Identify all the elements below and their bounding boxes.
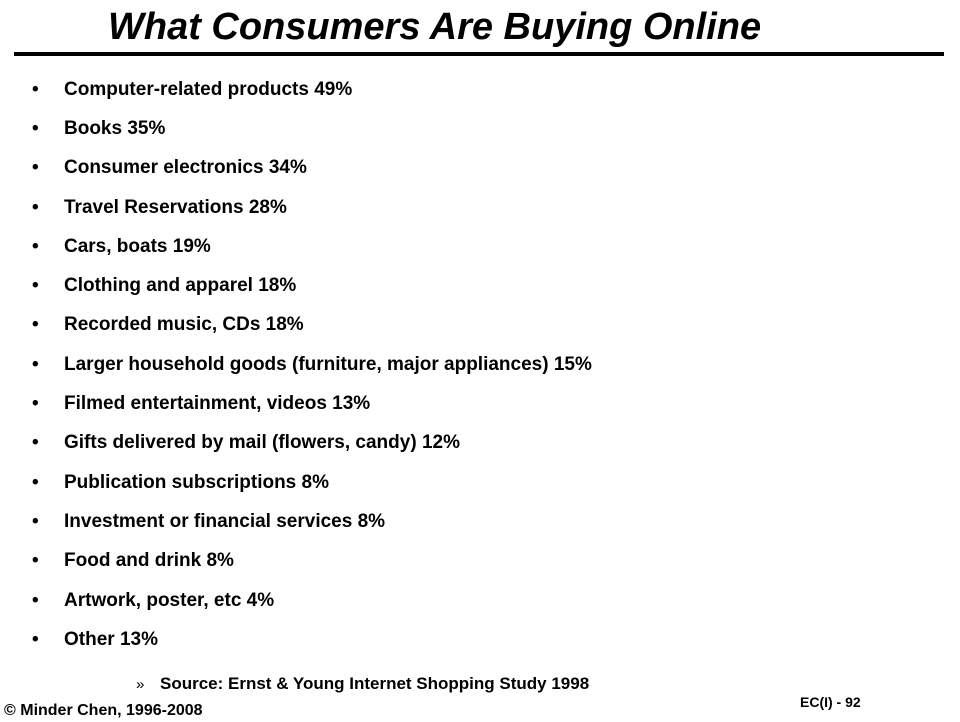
list-item-text: Gifts delivered by mail (flowers, candy)…	[64, 432, 460, 454]
bullet-icon: •	[32, 314, 39, 336]
source-text: Source: Ernst & Young Internet Shopping …	[160, 674, 590, 693]
list-item-text: Books 35%	[64, 117, 166, 139]
list-item-text: Other 13%	[64, 628, 158, 650]
list-item-text: Filmed entertainment, videos 13%	[64, 393, 371, 415]
list-item-text: Recorded music, CDs 18%	[64, 314, 304, 336]
bullet-icon: •	[32, 550, 39, 572]
list-item-text: Investment or financial services 8%	[64, 510, 386, 532]
bullet-icon: •	[32, 78, 39, 100]
bullet-icon: •	[32, 432, 39, 454]
bullet-icon: •	[32, 275, 39, 297]
bullet-icon: •	[32, 589, 39, 611]
source-citation: » Source: Ernst & Young Internet Shopping…	[136, 672, 589, 697]
bullet-icon: •	[32, 235, 39, 257]
list-item-text: Publication subscriptions 8%	[64, 471, 329, 493]
title-divider	[14, 52, 944, 56]
bullet-icon: •	[32, 471, 39, 493]
list-item-text: Computer-related products 49%	[64, 78, 353, 100]
list-item-text: Travel Reservations 28%	[64, 196, 287, 218]
list-item-text: Larger household goods (furniture, major…	[64, 353, 592, 375]
bullet-icon: •	[32, 353, 39, 375]
copyright-notice: © Minder Chen, 1996-2008	[4, 702, 203, 719]
bullet-icon: •	[32, 196, 39, 218]
slide-number: EC(I) - 92	[800, 694, 861, 710]
bullet-icon: •	[32, 157, 39, 179]
list-item-text: Clothing and apparel 18%	[64, 275, 297, 297]
bullet-icon: •	[32, 628, 39, 650]
list-item-text: Artwork, poster, etc 4%	[64, 589, 275, 611]
list-item-text: Cars, boats 19%	[64, 235, 211, 257]
bullet-icon: •	[32, 117, 39, 139]
bullet-icon: •	[32, 510, 39, 532]
sub-bullet-icon: »	[136, 676, 145, 693]
list-item-text: Consumer electronics 34%	[64, 157, 307, 179]
slide-title: What Consumers Are Buying Online	[108, 6, 762, 48]
bullet-icon: •	[32, 393, 39, 415]
list-item-text: Food and drink 8%	[64, 550, 234, 572]
